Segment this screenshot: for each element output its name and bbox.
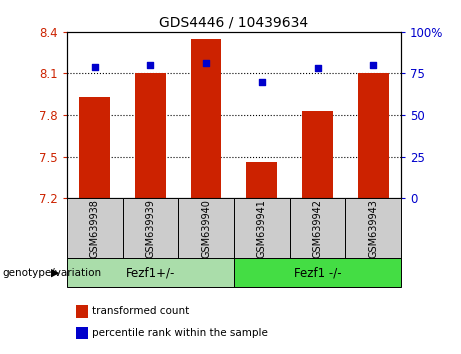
Text: GSM639942: GSM639942 [313, 199, 323, 258]
Bar [345, 198, 401, 258]
Bar [234, 198, 290, 258]
Bar [358, 74, 389, 198]
Text: transformed count: transformed count [92, 306, 189, 316]
Bar [123, 198, 178, 258]
Bar [247, 162, 277, 198]
Bar [178, 198, 234, 258]
Text: Fezf1 -/-: Fezf1 -/- [294, 266, 341, 279]
Bar [302, 111, 333, 198]
Bar [67, 198, 123, 258]
Bar [67, 258, 234, 287]
Bar [290, 198, 345, 258]
Point [370, 62, 377, 68]
Point [314, 65, 321, 71]
Text: ▶: ▶ [52, 268, 60, 278]
Text: genotype/variation: genotype/variation [2, 268, 101, 278]
Text: GSM639940: GSM639940 [201, 199, 211, 258]
Point [91, 64, 98, 70]
Text: GSM639938: GSM639938 [90, 199, 100, 258]
Point [147, 62, 154, 68]
Text: percentile rank within the sample: percentile rank within the sample [92, 328, 268, 338]
Bar [234, 258, 401, 287]
Text: GSM639943: GSM639943 [368, 199, 378, 258]
Text: Fezf1+/-: Fezf1+/- [126, 266, 175, 279]
Point [202, 61, 210, 66]
Bar [79, 97, 110, 198]
Bar [135, 74, 165, 198]
Bar [191, 39, 221, 198]
Point [258, 79, 266, 85]
Text: GSM639939: GSM639939 [145, 199, 155, 258]
Title: GDS4446 / 10439634: GDS4446 / 10439634 [160, 15, 308, 29]
Text: GSM639941: GSM639941 [257, 199, 267, 258]
